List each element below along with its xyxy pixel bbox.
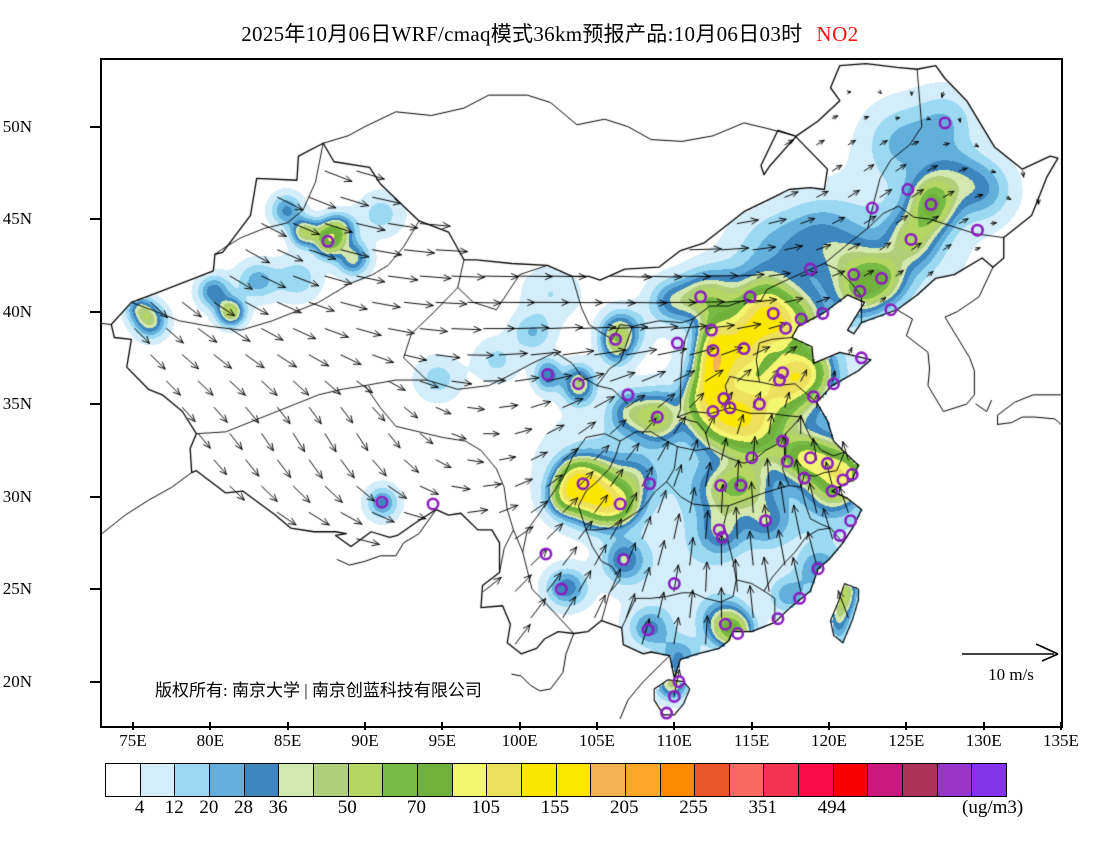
x-axis-tick-mark — [286, 722, 289, 730]
colorbar-swatch — [417, 764, 453, 796]
page-title: 2025年10月06日WRF/cmaq模式36km预报产品:10月06日03时 N… — [0, 18, 1100, 48]
wind-scale-key: 10 m/s — [958, 640, 1064, 685]
colorbar-swatch — [972, 764, 1007, 796]
colorbar-swatch — [625, 764, 661, 796]
colorbar-swatch — [591, 764, 626, 796]
x-axis-tick-label: 80E — [196, 731, 224, 750]
colorbar-tick-label: 4 — [134, 797, 145, 818]
colorbar-swatch — [868, 764, 904, 796]
y-axis-tick-label: 20N — [2, 671, 32, 691]
x-axis-tick-label: 125E — [888, 731, 925, 750]
colorbar-swatch — [799, 764, 834, 796]
x-axis-tick-mark — [827, 722, 830, 730]
colorbar-swatch — [903, 764, 938, 796]
x-axis-tick-mark — [131, 722, 134, 730]
y-axis-tick-mark — [90, 495, 100, 498]
x-axis-tick-mark — [1060, 722, 1062, 730]
colorbar-swatch — [556, 764, 592, 796]
colorbar-unit-label: (ug/m3) — [962, 797, 1024, 818]
colorbar-tick-label: 50 — [337, 797, 357, 818]
colorbar — [105, 763, 1007, 797]
colorbar-tick-labels: 4 12 20 28 36 50 70 105 155 205 255 351 494 — [105, 797, 1005, 823]
colorbar-swatch — [140, 764, 176, 796]
colorbar-tick-label: 351 — [748, 797, 777, 818]
x-axis-tick-mark — [982, 722, 985, 730]
x-axis-tick-label: 75E — [119, 731, 147, 750]
wind-scale-label: 10 m/s — [988, 665, 1034, 684]
colorbar-swatch — [764, 764, 800, 796]
colorbar-tick-label: 28 — [233, 797, 253, 818]
x-axis-tick-mark — [750, 722, 753, 730]
colorbar-swatch — [209, 764, 245, 796]
colorbar-swatch — [521, 764, 557, 796]
x-axis-tick-mark — [363, 722, 366, 730]
colorbar-tick-label: 12 — [164, 797, 184, 818]
colorbar-swatch — [695, 764, 730, 796]
x-axis-tick-mark — [905, 722, 908, 730]
x-axis-tick-mark — [673, 722, 676, 730]
colorbar-tick-label: 494 — [817, 797, 847, 818]
colorbar-tick-label: 205 — [609, 797, 639, 818]
x-axis-tick-label: 120E — [811, 731, 847, 750]
x-axis-tick-mark — [518, 722, 521, 730]
x-axis-tick-label: 90E — [351, 731, 379, 750]
y-axis-tick-mark — [90, 403, 100, 406]
colorbar-tick-label: 255 — [679, 797, 708, 818]
title-species-label: NO2 — [816, 22, 859, 46]
x-axis-tick-label: 100E — [501, 731, 538, 750]
x-axis-tick-label: 135E — [1043, 731, 1079, 750]
colorbar-tick-label: 105 — [471, 797, 501, 818]
colorbar-tick-label: 70 — [407, 797, 427, 818]
y-axis-tick-label: 50N — [2, 116, 32, 136]
colorbar-tick-label: 20 — [199, 797, 219, 818]
x-axis-tick-label: 115E — [734, 731, 770, 750]
y-axis-tick-label: 35N — [2, 394, 32, 414]
colorbar-swatch — [833, 764, 869, 796]
colorbar-tick-label: 155 — [540, 797, 570, 818]
colorbar-swatch — [452, 764, 488, 796]
y-axis-tick-mark — [90, 218, 100, 221]
colorbar-swatch — [348, 764, 384, 796]
x-axis-tick-label: 95E — [428, 731, 456, 750]
x-axis-tick-mark — [209, 722, 212, 730]
colorbar-tick-label: 36 — [268, 797, 288, 818]
y-axis-tick-mark — [90, 680, 100, 683]
colorbar-swatch — [175, 764, 210, 796]
colorbar-swatch — [279, 764, 314, 796]
x-axis-tick-mark — [441, 722, 444, 730]
colorbar-swatch — [660, 764, 696, 796]
wind-arrow-icon — [962, 643, 1059, 662]
colorbar-swatch — [244, 764, 280, 796]
colorbar-swatch — [313, 764, 349, 796]
y-axis-tick-mark — [90, 310, 100, 313]
x-axis-tick-label: 85E — [273, 731, 302, 750]
title-text: 2025年10月06日WRF/cmaq模式36km预报产品:10月06日03时 — [241, 22, 803, 46]
colorbar-swatch — [383, 764, 418, 796]
y-axis-tick-label: 30N — [2, 486, 32, 506]
x-axis-tick-label: 110E — [656, 731, 692, 750]
y-axis-tick-label: 45N — [2, 209, 32, 229]
map-canvas — [102, 60, 1061, 726]
y-axis-tick-mark — [90, 125, 100, 128]
y-axis-tick-label: 40N — [2, 301, 32, 321]
colorbar-swatch — [487, 764, 522, 796]
colorbar-swatch — [106, 764, 141, 796]
y-axis-tick-label: 25N — [2, 579, 32, 599]
x-axis-tick-mark — [595, 722, 598, 730]
copyright-notice: 版权所有: 南京大学 | 南京创蓝科技有限公司 — [155, 681, 482, 700]
colorbar-swatch — [937, 764, 973, 796]
y-axis-tick-mark — [90, 588, 100, 591]
x-axis-tick-label: 105E — [579, 731, 615, 750]
x-axis-tick-label: 130E — [965, 731, 1002, 750]
colorbar-swatch — [729, 764, 765, 796]
map-plot-frame — [100, 58, 1063, 728]
